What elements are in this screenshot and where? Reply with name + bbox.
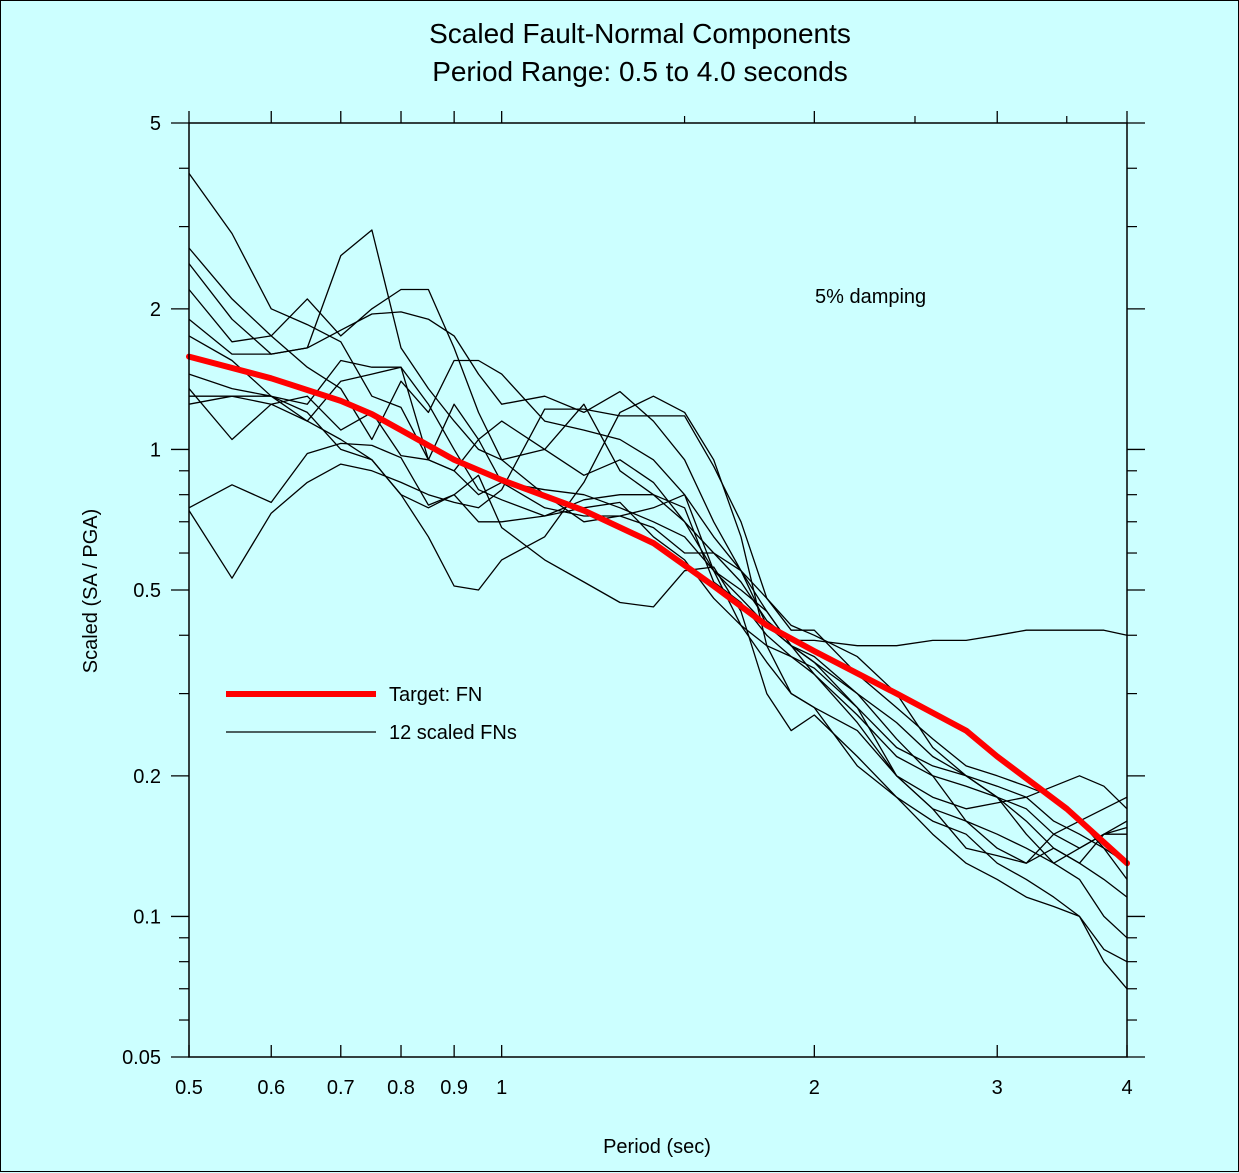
plot-area-border: [188, 122, 1128, 1058]
y-tick-label: 1: [150, 439, 161, 461]
y-tick-label: 0.1: [133, 906, 161, 928]
y-tick-label: 0.2: [133, 766, 161, 788]
legend: Target: FN 12 scaled FNs: [226, 684, 517, 744]
x-tick-label: 0.9: [440, 1077, 468, 1099]
x-tick-label: 1: [496, 1077, 507, 1099]
y-tick-label: 2: [150, 299, 161, 321]
scaled-fn-series-5: [188, 311, 1128, 864]
y-tick-label: 5: [150, 113, 161, 135]
x-axis-label: Period (sec): [603, 1136, 711, 1158]
x-tick-label: 2: [809, 1077, 820, 1099]
y-axis-label: Scaled (SA / PGA): [80, 509, 102, 674]
x-tick-label: 0.8: [387, 1077, 415, 1099]
scaled-fn-series-1: [188, 173, 1128, 864]
x-tick-label: 0.5: [175, 1077, 203, 1099]
chart-title: Scaled Fault-Normal Components: [429, 18, 851, 49]
chart-subtitle: Period Range: 0.5 to 4.0 seconds: [432, 56, 848, 87]
scaled-fn-series-12: [188, 408, 1128, 880]
scaled-fn-series-4: [188, 288, 1128, 849]
x-tick-label: 3: [992, 1077, 1003, 1099]
y-tick-label: 0.05: [122, 1047, 161, 1069]
scaled-fn-series-10: [188, 373, 1128, 963]
legend-label-target: Target: FN: [389, 684, 482, 706]
x-tick-label: 4: [1121, 1077, 1132, 1099]
x-tick-label: 0.6: [257, 1077, 285, 1099]
scaled-fn-series-11: [188, 442, 1128, 990]
scaled-fn-series-9: [188, 359, 1128, 939]
x-tick-label: 0.7: [327, 1077, 355, 1099]
y-tick-label: 0.5: [133, 580, 161, 602]
damping-annotation: 5% damping: [815, 286, 926, 308]
scaled-fn-series-6: [188, 335, 1128, 647]
target-fn-line: [186, 353, 1130, 867]
scaled-fn-series-3: [188, 229, 1128, 898]
scaled-fn-series-2: [188, 247, 1128, 864]
legend-label-scaled: 12 scaled FNs: [389, 722, 517, 744]
